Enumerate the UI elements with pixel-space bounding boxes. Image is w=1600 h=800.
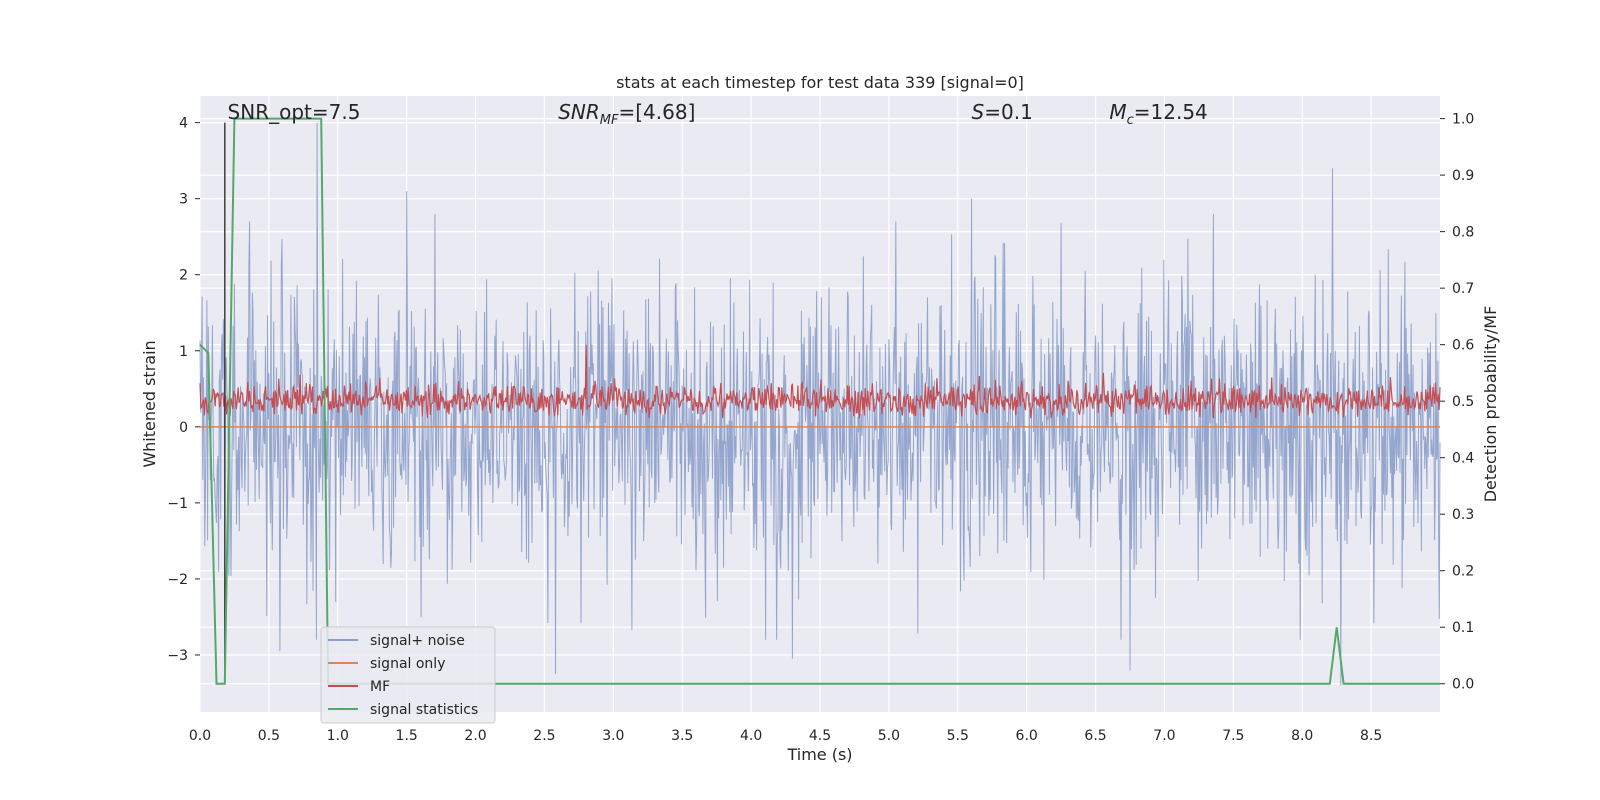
- y-right-tick-label: 0.8: [1452, 225, 1474, 241]
- chart-title: stats at each timestep for test data 339…: [616, 73, 1024, 92]
- y-left-tick-label: 4: [179, 116, 188, 132]
- y-right-tick-label: 0.3: [1452, 507, 1474, 523]
- annotation-2: S=0.1: [972, 100, 1033, 124]
- x-tick-label: 4.0: [740, 728, 762, 744]
- x-tick-label: 5.5: [947, 728, 969, 744]
- x-tick-label: 7.5: [1222, 728, 1244, 744]
- y-right-tick-label: 0.4: [1452, 451, 1474, 467]
- x-tick-label: 8.0: [1291, 728, 1313, 744]
- y-right-tick-label: 0.9: [1452, 168, 1474, 184]
- y-left-tick-label: −2: [167, 572, 188, 588]
- annotation-3: Mc=12.54: [1109, 100, 1207, 128]
- x-tick-label: 7.0: [1153, 728, 1175, 744]
- y-axis-left-label: Whitened strain: [140, 340, 159, 467]
- annotation-1: SNRMF=[4.68]: [558, 100, 695, 128]
- x-axis-label: Time (s): [786, 745, 852, 764]
- legend-label-signal-statistics: signal statistics: [370, 702, 478, 718]
- y-right-tick-label: 0.2: [1452, 564, 1474, 580]
- x-tick-label: 0.5: [258, 728, 280, 744]
- ticks: 0.0 0.5 1.0 1.5 2.0 2.5 3.0 3.5 4.0 4.5 5.0 5.5 6.0 6…: [167, 112, 1474, 744]
- x-tick-label: 2.0: [464, 728, 486, 744]
- y-right-tick-label: 0.1: [1452, 620, 1474, 636]
- y-right-tick-label: 0.7: [1452, 281, 1474, 297]
- y-axis-right-label: Detection probability/MF: [1481, 306, 1500, 503]
- legend-box: [320, 626, 496, 724]
- y-right-tick-label: 1.0: [1452, 112, 1474, 128]
- legend-label-signal-noise: signal+ noise: [370, 633, 465, 649]
- x-tick-label: 6.5: [1084, 728, 1106, 744]
- y-left-tick-label: −1: [167, 496, 188, 512]
- x-tick-label: 0.0: [189, 728, 211, 744]
- legend-label-mf: MF: [370, 679, 390, 695]
- annotations: SNR_opt=7.5 SNRMF=[4.68] S=0.1 Mc=12.54: [228, 100, 1208, 128]
- legend-label-signal-only: signal only: [370, 656, 445, 672]
- annotation-0: SNR_opt=7.5: [228, 100, 361, 124]
- y-right-tick-label: 0.0: [1452, 677, 1474, 693]
- y-right-tick-label: 0.6: [1452, 338, 1474, 354]
- x-tick-label: 3.5: [671, 728, 693, 744]
- y-left-tick-label: 1: [179, 344, 188, 360]
- x-tick-label: 6.0: [1016, 728, 1038, 744]
- x-tick-label: 3.0: [602, 728, 624, 744]
- x-tick-label: 4.5: [809, 728, 831, 744]
- legend: signal+ noise signal only MF signal stat…: [320, 626, 496, 724]
- x-tick-label: 8.5: [1360, 728, 1382, 744]
- series-mf: [199, 344, 1441, 419]
- y-left-tick-label: 2: [179, 268, 188, 284]
- series-layer: [199, 117, 1441, 686]
- y-left-tick-label: −3: [167, 648, 188, 664]
- series-signal-statistics: [199, 117, 1440, 685]
- x-tick-label: 2.5: [533, 728, 555, 744]
- y-left-tick-label: 3: [179, 192, 188, 208]
- x-tick-label: 1.0: [327, 728, 349, 744]
- x-tick-label: 1.5: [396, 728, 418, 744]
- x-tick-label: 5.0: [878, 728, 900, 744]
- y-left-tick-label: 0: [179, 420, 188, 436]
- y-right-tick-label: 0.5: [1452, 394, 1474, 410]
